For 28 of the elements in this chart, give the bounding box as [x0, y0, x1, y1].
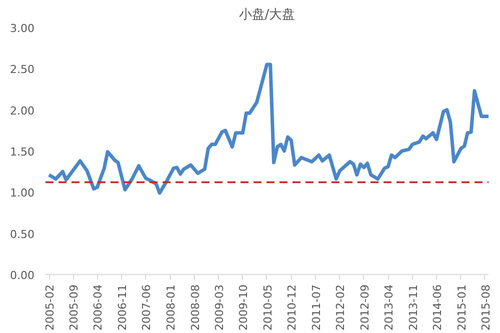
- x-tick-label: 2013-11: [406, 284, 420, 330]
- x-tick-label: 2009-03: [212, 284, 226, 330]
- x-tick-label: 2006-11: [116, 284, 130, 330]
- x-tick-label: 2014-06: [431, 284, 444, 330]
- x-tick-label: 2010-05: [261, 284, 274, 330]
- line-series: [47, 62, 488, 195]
- x-tick-label: 2015-08: [479, 284, 492, 330]
- x-tick-label: 2013-04: [382, 284, 396, 330]
- x-tick-label: 2008-01: [164, 284, 178, 330]
- y-tick-label: 0.00: [10, 269, 35, 282]
- y-tick-label: 1.00: [10, 186, 35, 200]
- y-tick-label: 1.50: [10, 146, 35, 158]
- x-tick-label: 2008-08: [188, 284, 202, 330]
- x-tick-label: 2005-09: [68, 284, 81, 330]
- x-tick-label: 2012-09: [358, 284, 372, 330]
- y-tick-label: 0.50: [10, 228, 35, 241]
- x-tick-label: 2012-02: [334, 284, 348, 330]
- y-tick-label: 2.50: [10, 63, 35, 76]
- chart-title: 小盘/大盘: [238, 8, 296, 22]
- x-tick-label: 2011-07: [310, 284, 323, 330]
- y-tick-label: 3.00: [10, 22, 35, 35]
- x-tick-label: 2009-10: [237, 284, 250, 330]
- x-tick-label: 2015-01: [455, 284, 468, 330]
- x-tick-label: 2010-12: [286, 284, 299, 330]
- x-tick-label: 2005-02: [44, 284, 57, 330]
- y-tick-label: 2.00: [10, 104, 35, 118]
- x-tick-label: 2007-06: [140, 284, 154, 330]
- x-tick-label: 2006-04: [92, 284, 105, 330]
